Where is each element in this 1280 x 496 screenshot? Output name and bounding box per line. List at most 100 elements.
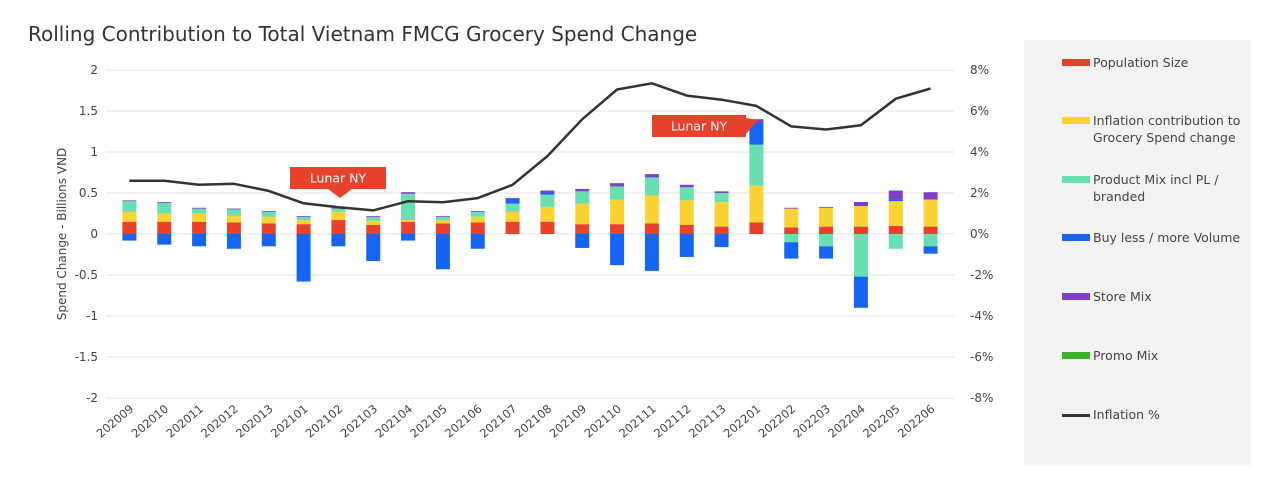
x-tick-label: 202104 bbox=[372, 402, 415, 441]
bar-population-size bbox=[784, 227, 799, 234]
bar-inflation-contribution-to-grocery-spend-change bbox=[575, 203, 590, 225]
bar-population-size bbox=[122, 221, 137, 234]
y-axis-right: 8% 6% 4% 2% 0% -2% -4% -6% -8% bbox=[970, 63, 993, 405]
bar-store-mix bbox=[401, 192, 416, 194]
bar-store-mix bbox=[296, 215, 311, 217]
legend-swatch bbox=[1062, 117, 1090, 124]
bar-buy-less-more-volume bbox=[679, 234, 694, 257]
y-tick-label: 0 bbox=[90, 227, 98, 241]
annotations: Lunar NY Lunar NY bbox=[290, 115, 758, 198]
bar-buy-less-more-volume bbox=[296, 234, 311, 282]
legend-label: Inflation % bbox=[1093, 407, 1160, 422]
bar-population-size bbox=[505, 221, 520, 234]
bar-product-mix-incl-pl-branded bbox=[122, 201, 137, 212]
bar-store-mix bbox=[226, 208, 241, 210]
bar-product-mix-incl-pl-branded bbox=[888, 234, 903, 249]
legend-swatch bbox=[1062, 234, 1090, 241]
gridlines bbox=[106, 69, 954, 399]
bar-product-mix-incl-pl-branded bbox=[784, 234, 799, 243]
y2-tick-label: -8% bbox=[970, 391, 993, 405]
bar-population-size bbox=[401, 221, 416, 234]
bar-inflation-contribution-to-grocery-spend-change bbox=[226, 215, 241, 223]
y-tick-label: 0.5 bbox=[79, 186, 98, 200]
bar-product-mix-incl-pl-branded bbox=[435, 216, 450, 221]
bar-inflation-contribution-to-grocery-spend-change bbox=[644, 195, 659, 224]
y-axis-left: 2 1.5 1 0.5 0 -0.5 -1 -1.5 -2 bbox=[75, 63, 98, 405]
bar-product-mix-incl-pl-branded bbox=[261, 211, 276, 217]
bar-population-size bbox=[435, 223, 450, 234]
bar-buy-less-more-volume bbox=[470, 234, 485, 249]
bar-population-size bbox=[749, 222, 764, 234]
bar-store-mix bbox=[261, 211, 276, 212]
bar-store-mix bbox=[157, 202, 172, 203]
annotation-pointer bbox=[746, 118, 758, 134]
bar-population-size bbox=[610, 224, 625, 234]
bar-population-size bbox=[923, 226, 938, 234]
bar-product-mix-incl-pl-branded bbox=[853, 234, 868, 277]
bar-population-size bbox=[644, 223, 659, 234]
legend-label: Population Size bbox=[1093, 55, 1189, 70]
bar-store-mix bbox=[888, 190, 903, 200]
bar-product-mix-incl-pl-branded bbox=[819, 234, 834, 247]
bar-product-mix-incl-pl-branded bbox=[192, 208, 207, 214]
x-tick-label: 202112 bbox=[651, 402, 694, 441]
legend: Population Size Inflation contribution t… bbox=[1024, 40, 1251, 465]
legend-label: Buy less / more Volume bbox=[1093, 230, 1241, 245]
annotation-label: Lunar NY bbox=[671, 119, 728, 134]
y-tick-label: -1.5 bbox=[75, 350, 98, 364]
bar-buy-less-more-volume bbox=[540, 193, 555, 195]
bar-product-mix-incl-pl-branded bbox=[923, 234, 938, 247]
bar-product-mix-incl-pl-branded bbox=[679, 187, 694, 201]
bar-store-mix bbox=[366, 215, 381, 217]
x-tick-label: 202101 bbox=[268, 402, 311, 441]
bar-buy-less-more-volume bbox=[888, 199, 903, 202]
x-tick-label: 202201 bbox=[721, 402, 764, 441]
chart-title: Rolling Contribution to Total Vietnam FM… bbox=[28, 22, 698, 46]
bar-buy-less-more-volume bbox=[435, 234, 450, 270]
x-tick-label: 202206 bbox=[895, 402, 938, 441]
bar-buy-less-more-volume bbox=[505, 198, 520, 204]
bar-inflation-contribution-to-grocery-spend-change bbox=[679, 200, 694, 225]
x-tick-label: 202108 bbox=[512, 402, 555, 441]
annotation-box bbox=[652, 115, 746, 137]
bar-product-mix-incl-pl-branded bbox=[331, 208, 346, 212]
legend-label: Store Mix bbox=[1093, 289, 1152, 304]
legend-swatch bbox=[1062, 352, 1090, 359]
bar-inflation-contribution-to-grocery-spend-change bbox=[714, 202, 729, 227]
y-axis-label: Spend Change - Billions VND bbox=[55, 148, 69, 321]
x-tick-label: 202203 bbox=[790, 402, 833, 441]
bar-inflation-contribution-to-grocery-spend-change bbox=[888, 201, 903, 226]
bar-population-size bbox=[540, 221, 555, 234]
bar-inflation-contribution-to-grocery-spend-change bbox=[435, 220, 450, 224]
x-tick-label: 202010 bbox=[129, 402, 172, 441]
y2-tick-label: 8% bbox=[970, 63, 989, 77]
bar-inflation-contribution-to-grocery-spend-change bbox=[296, 220, 311, 225]
bar-buy-less-more-volume bbox=[366, 234, 381, 262]
bar-buy-less-more-volume bbox=[261, 234, 276, 247]
bar-store-mix bbox=[819, 206, 834, 208]
bar-buy-less-more-volume bbox=[575, 234, 590, 248]
bar-store-mix bbox=[610, 183, 625, 187]
legend-label: Product Mix incl PL / branded bbox=[1093, 172, 1219, 204]
chart-canvas: 2 1.5 1 0.5 0 -0.5 -1 -1.5 -2 8% 6% 4% 2% 0% -2% -4% -6… bbox=[55, 63, 993, 441]
bar-product-mix-incl-pl-branded bbox=[749, 144, 764, 186]
bar-store-mix bbox=[122, 200, 137, 202]
y-tick-label: -0.5 bbox=[75, 268, 98, 282]
bar-population-size bbox=[192, 221, 207, 234]
x-tick-label: 202111 bbox=[616, 402, 659, 441]
y2-tick-label: -6% bbox=[970, 350, 993, 364]
bar-buy-less-more-volume bbox=[401, 234, 416, 241]
bar-product-mix-incl-pl-branded bbox=[296, 216, 311, 221]
y2-tick-label: 4% bbox=[970, 145, 989, 159]
bar-store-mix bbox=[644, 174, 659, 178]
bar-store-mix bbox=[714, 191, 729, 193]
x-tick-label: 202105 bbox=[407, 402, 450, 441]
bar-population-size bbox=[261, 223, 276, 234]
bar-product-mix-incl-pl-branded bbox=[226, 209, 241, 216]
bar-inflation-contribution-to-grocery-spend-change bbox=[122, 211, 137, 222]
bar-inflation-contribution-to-grocery-spend-change bbox=[505, 211, 520, 222]
bar-population-size bbox=[226, 222, 241, 234]
bar-population-size bbox=[853, 226, 868, 234]
bar-store-mix bbox=[853, 202, 868, 207]
bar-buy-less-more-volume bbox=[644, 234, 659, 271]
